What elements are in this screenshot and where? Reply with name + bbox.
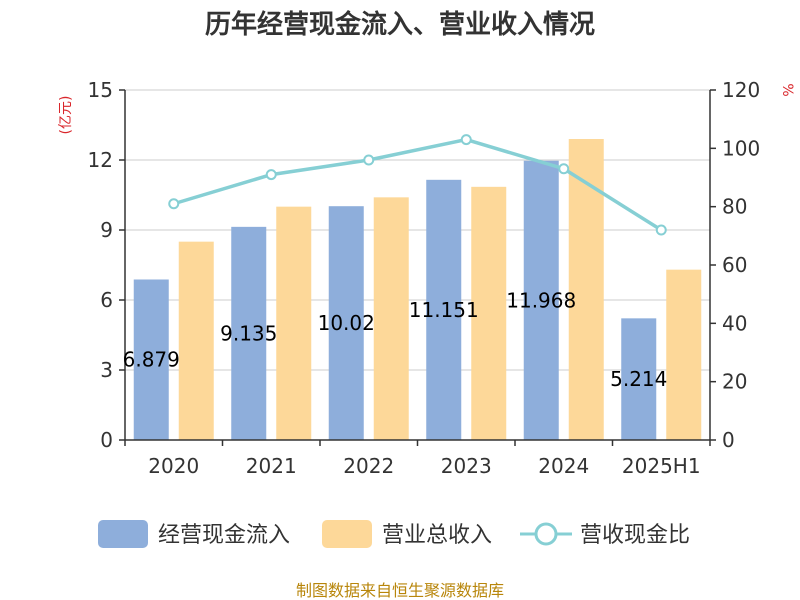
left-axis-tick-label: 15 (88, 78, 113, 102)
bar-value-label: 5.214 (610, 367, 667, 391)
bar-value-label: 11.151 (409, 298, 479, 322)
bar-cash-inflow (621, 318, 657, 440)
right-axis-tick-label: 80 (722, 195, 747, 219)
right-axis-tick-label: 120 (722, 78, 760, 102)
chart-title: 历年经营现金流入、营业收入情况 (205, 9, 595, 40)
ratio-point (363, 154, 375, 166)
legend-swatch (98, 520, 148, 548)
legend-line-marker (534, 522, 558, 546)
right-axis-tick-label: 100 (722, 136, 760, 160)
bar-cash-inflow (231, 226, 267, 440)
legend-swatch (322, 520, 372, 548)
bar-cash-inflow (133, 279, 169, 440)
bar-labels: 6.879 9.135 10.02 11.151 11.968 5.214 (123, 288, 668, 391)
legend-label: 营业总收入 (382, 523, 492, 548)
bar-value-label: 11.968 (506, 288, 576, 312)
left-axis-tick-label: 6 (100, 288, 113, 312)
left-axis-tick-label: 12 (88, 148, 113, 172)
x-axis-tick-label: 2020 (148, 454, 199, 478)
x-axis-tick-label: 2021 (246, 454, 297, 478)
right-axis-tick-label: 0 (722, 428, 735, 452)
right-axis-unit: % (779, 83, 795, 96)
right-axis-tick-label: 60 (722, 253, 747, 277)
ratio-line-path (173, 137, 663, 232)
bar-revenue (178, 241, 214, 440)
x-axis-tick-label: 2022 (343, 454, 394, 478)
ratio-point (558, 163, 570, 175)
source-note: 制图数据来自恒生聚源数据库 (296, 581, 504, 600)
left-axis-tick-label: 3 (100, 358, 113, 382)
legend-label: 营收现金比 (580, 523, 690, 548)
bar-cash-inflow (426, 179, 462, 440)
ratio-line (168, 134, 667, 236)
x-axis-tick-label: 2023 (441, 454, 492, 478)
x-axis-tick-label: 2025H1 (622, 454, 701, 478)
left-axis-tick-label: 0 (100, 428, 113, 452)
x-axis-tick-label: 2024 (538, 454, 589, 478)
left-axis-unit: (亿元) (58, 96, 74, 135)
bar-value-label: 9.135 (220, 321, 277, 345)
axes: 0 3 6 9 12 15 0 20 40 60 80 100 120 2020 2021 2022 2023 2… (88, 78, 761, 478)
bar-revenue (471, 186, 507, 440)
bars (133, 139, 702, 440)
bar-value-label: 10.02 (318, 311, 375, 335)
bar-revenue (666, 269, 702, 440)
bar-revenue (276, 206, 312, 440)
right-axis-tick-label: 40 (722, 311, 747, 335)
bar-cash-inflow (523, 160, 559, 440)
left-axis-tick-label: 9 (100, 218, 113, 242)
ratio-point (168, 198, 180, 210)
ratio-point (265, 169, 277, 181)
bar-revenue (373, 197, 409, 440)
bar-cash-inflow (328, 206, 364, 440)
ratio-point (460, 134, 472, 146)
legend-label: 经营现金流入 (158, 523, 290, 548)
right-axis-tick-label: 20 (722, 370, 747, 394)
bar-value-label: 6.879 (123, 348, 180, 372)
ratio-point (655, 224, 667, 236)
legend: 经营现金流入 营业总收入 营收现金比 (98, 520, 690, 548)
